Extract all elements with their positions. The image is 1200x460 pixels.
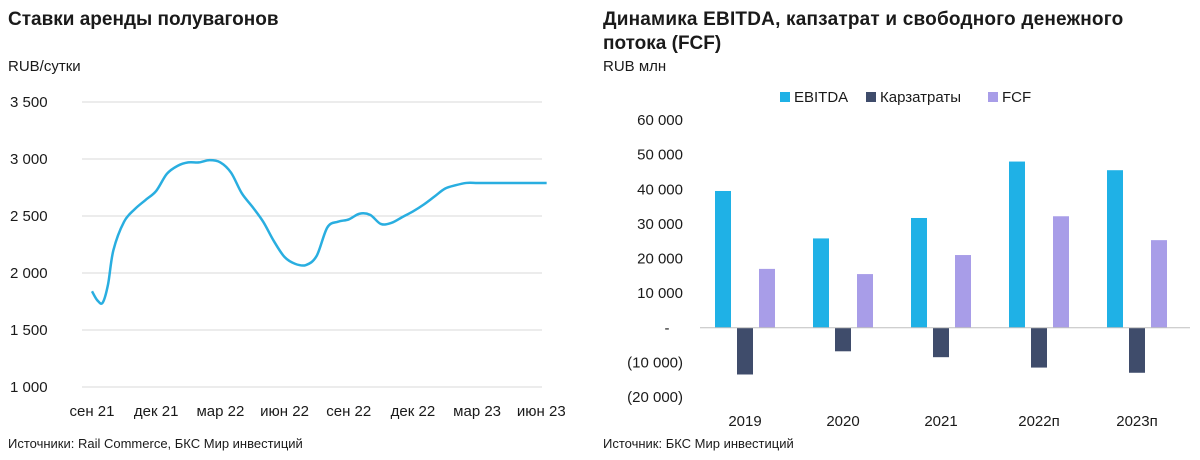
bar-chart-y-tick-label: 50 000 bbox=[637, 147, 683, 164]
line-chart-source: Источники: Rail Commerce, БКС Мир инвест… bbox=[8, 436, 303, 451]
bar-chart-title-line-2: потока (FCF) bbox=[603, 33, 722, 54]
line-chart-x-tick-label: дек 22 bbox=[391, 403, 436, 420]
bar-fcf bbox=[1151, 240, 1167, 328]
line-chart-series-line bbox=[90, 158, 547, 305]
bar-chart-x-tick-label: 2019 bbox=[728, 413, 761, 430]
bar-chart-y-tick-label: 10 000 bbox=[637, 285, 683, 302]
line-chart-x-tick-label: мар 23 bbox=[453, 403, 501, 420]
line-chart-x-tick-label: июн 22 bbox=[260, 403, 309, 420]
bar-карзатраты bbox=[1129, 327, 1145, 373]
legend-swatch-карзатраты bbox=[866, 92, 876, 102]
bar-chart-y-tick-label: 20 000 bbox=[637, 251, 683, 268]
bar-chart-y-tick-label: 30 000 bbox=[637, 216, 683, 233]
bar-chart-x-tick-label: 2021 bbox=[924, 413, 957, 430]
line-chart-title: Ставки аренды полувагонов bbox=[8, 9, 279, 30]
line-chart-x-tick-label: сен 21 bbox=[70, 403, 115, 420]
line-chart-x-tick-label: сен 22 bbox=[326, 403, 371, 420]
line-chart-x-tick-label: июн 23 bbox=[517, 403, 566, 420]
bar-chart-y-tick-label: 60 000 bbox=[637, 112, 683, 129]
bar-chart-y-tick-label: (10 000) bbox=[627, 354, 683, 371]
line-chart-y-tick-label: 2 000 bbox=[10, 265, 48, 282]
line-chart-unit-label: RUB/сутки bbox=[8, 58, 81, 75]
legend-swatch-ebitda bbox=[780, 92, 790, 102]
line-chart-y-tick-label: 3 500 bbox=[10, 94, 48, 111]
bar-chart-y-tick-label: 40 000 bbox=[637, 181, 683, 198]
bar-карзатраты bbox=[835, 327, 851, 352]
line-chart-y-tick-label: 3 000 bbox=[10, 151, 48, 168]
bar-fcf bbox=[955, 255, 971, 328]
line-chart: 3 500 3 000 2 500 2 000 1 500 1 000 сен 21 дек … bbox=[10, 94, 566, 420]
bar-карзатраты bbox=[737, 327, 753, 375]
bar-chart-source: Источник: БКС Мир инвестиций bbox=[603, 436, 794, 451]
line-chart-x-tick-label: дек 21 bbox=[134, 403, 179, 420]
line-chart-y-tick-label: 1 000 bbox=[10, 379, 48, 396]
bar-ebitda bbox=[813, 238, 829, 328]
bar-карзатраты bbox=[1031, 327, 1047, 368]
legend-swatch-fcf bbox=[988, 92, 998, 102]
bar-chart-title-line-1: Динамика EBITDA, капзатрат и свободного … bbox=[603, 9, 1124, 30]
bar-chart-y-tick-label: (20 000) bbox=[627, 389, 683, 406]
bar-ebitda bbox=[1107, 170, 1123, 328]
legend-label-ebitda: EBITDA bbox=[794, 89, 848, 106]
bar-fcf bbox=[1053, 216, 1069, 328]
bar-chart-x-tick-label: 2023п bbox=[1116, 413, 1158, 430]
bar-ebitda bbox=[715, 190, 731, 328]
bar-chart-y-tick-label: - bbox=[665, 320, 670, 337]
bar-chart-x-tick-label: 2020 bbox=[826, 413, 859, 430]
bar-chart-title: Динамика EBITDA, капзатрат и свободного … bbox=[603, 8, 1193, 56]
bar-ebitda bbox=[1009, 161, 1025, 328]
bar-ebitda bbox=[911, 217, 927, 328]
bar-chart-unit-label: RUB млн bbox=[603, 58, 667, 75]
bar-карзатраты bbox=[933, 327, 949, 358]
legend-label-fcf: FCF bbox=[1002, 89, 1031, 106]
line-chart-y-tick-label: 1 500 bbox=[10, 322, 48, 339]
legend-label-карзатраты: Карзатраты bbox=[880, 89, 961, 106]
line-chart-y-tick-label: 2 500 bbox=[10, 208, 48, 225]
line-chart-x-tick-label: мар 22 bbox=[196, 403, 244, 420]
bar-fcf bbox=[857, 274, 873, 328]
bar-chart-x-tick-label: 2022п bbox=[1018, 413, 1060, 430]
bar-fcf bbox=[759, 268, 775, 328]
